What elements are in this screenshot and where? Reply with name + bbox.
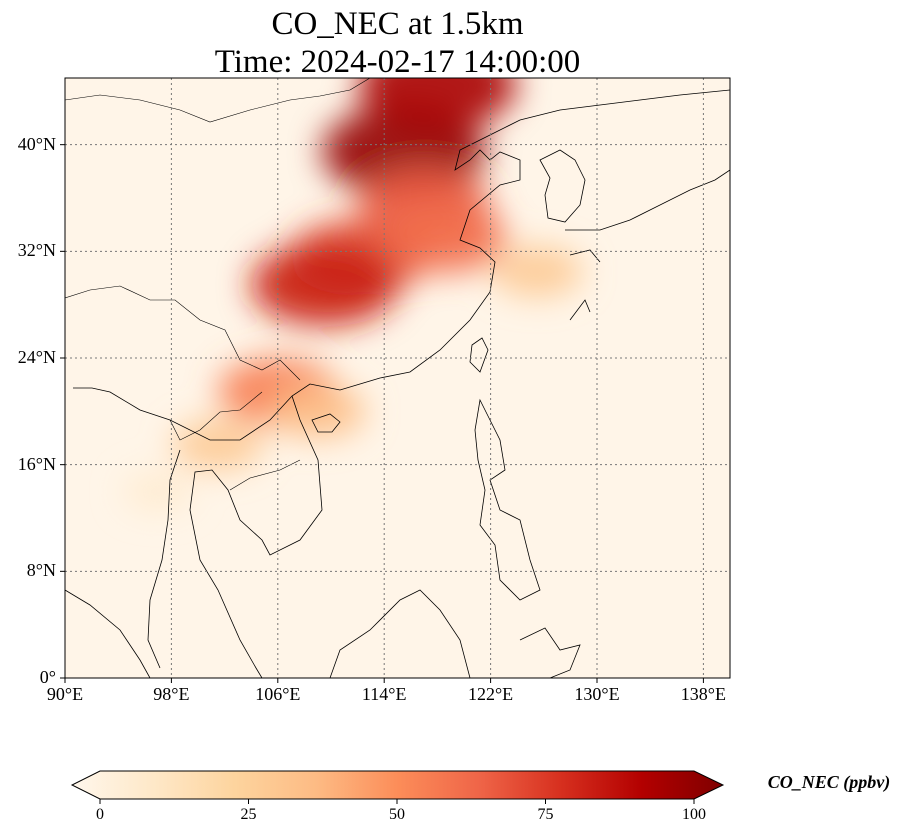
concentration-plume <box>172 419 264 471</box>
colorbar-tick-label: 100 <box>682 806 706 823</box>
y-tick-label: 24°N <box>17 347 56 367</box>
gridlines <box>65 78 730 678</box>
y-tick-label: 0° <box>39 667 56 687</box>
y-tick-label: 40°N <box>17 133 56 154</box>
concentration-plume <box>491 245 583 297</box>
country-borders <box>65 78 371 491</box>
concentration-plume <box>269 384 367 439</box>
coastline-hainan <box>311 413 341 433</box>
x-tick-marks <box>64 678 704 683</box>
colorbar-tick-label: 25 <box>240 806 257 823</box>
coastline-sulawesi <box>519 627 581 678</box>
coastline-china-east <box>73 89 730 441</box>
coastlines <box>65 78 730 678</box>
y-tick-marks <box>60 144 65 679</box>
x-tick-label: 114°E <box>361 684 407 704</box>
colorbar-tick-label: 75 <box>537 806 554 823</box>
map-frame <box>64 77 731 679</box>
concentration-field <box>123 78 583 511</box>
colorbar-tick-marks <box>99 799 695 804</box>
concentration-plume <box>381 202 507 274</box>
y-tick-label: 8°N <box>26 560 56 581</box>
x-tick-label: 98°E <box>153 684 190 704</box>
map-title-line2: Time: 2024-02-17 14:00:00 <box>214 44 581 80</box>
concentration-plume <box>358 78 517 130</box>
concentration-plume <box>123 471 193 511</box>
x-tick-label: 90°E <box>46 684 84 704</box>
colorbar-label: CO_NEC (ppbv) <box>767 772 891 792</box>
y-tick-label: 32°N <box>17 240 56 261</box>
x-tick-label: 122°E <box>467 684 514 704</box>
coastline-sumatra <box>65 589 151 678</box>
coastline-borneo <box>329 589 471 678</box>
colorbar <box>70 770 725 804</box>
coastline-taiwan <box>469 337 489 373</box>
colorbar-tick-label: 0 <box>96 806 104 823</box>
concentration-plume <box>250 243 398 327</box>
x-tick-label: 106°E <box>255 684 301 704</box>
map-title-line1: CO_NEC at 1.5km <box>271 6 524 42</box>
y-tick-label: 16°N <box>17 453 56 474</box>
coastline-korea <box>539 149 586 223</box>
x-tick-label: 130°E <box>574 684 620 704</box>
colorbar-body <box>70 770 725 800</box>
coastline-indochina <box>147 395 323 678</box>
x-tick-label: 138°E <box>680 684 726 704</box>
coastline-philippines <box>474 398 541 601</box>
colorbar-tick-label: 50 <box>389 806 405 823</box>
